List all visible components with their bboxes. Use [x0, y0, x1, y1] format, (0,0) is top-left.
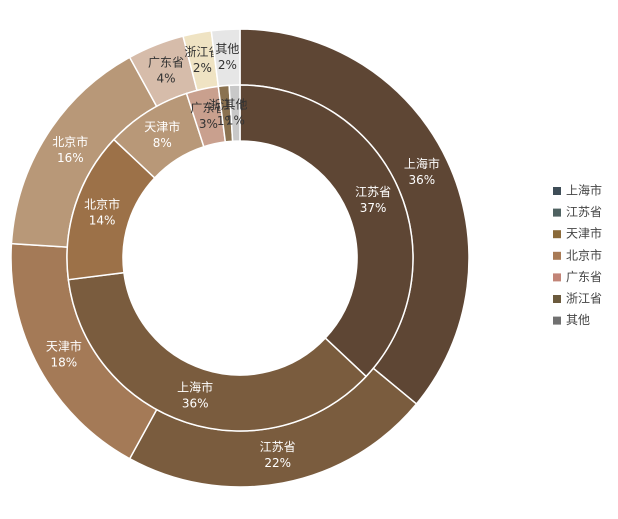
legend-label: 天津市: [566, 226, 602, 241]
slice-label: 8%: [153, 136, 172, 150]
slice-category: 其他: [215, 42, 239, 56]
slice-label: 2%: [218, 58, 237, 72]
slice-category: 北京市: [84, 197, 120, 212]
legend-swatch: [553, 230, 561, 239]
legend-label: 其他: [566, 313, 590, 327]
slice-category: 广东省: [190, 101, 226, 115]
slice-label: 22%: [264, 456, 291, 470]
legend-swatch: [553, 295, 561, 303]
slice: [67, 271, 368, 432]
legend-swatch: [553, 251, 561, 260]
slice-label: 36%: [182, 396, 209, 410]
slice-label: 37%: [360, 201, 387, 215]
slice-category: 天津市: [46, 338, 82, 353]
slice-label: 16%: [57, 151, 84, 165]
legend-label: 上海市: [566, 183, 602, 198]
slice-category: 广东省: [148, 56, 184, 70]
legend-swatch: [553, 316, 561, 325]
legend-label: 浙江省: [566, 292, 602, 306]
slice-category: 天津市: [144, 119, 180, 134]
slice-category: 上海市: [404, 156, 440, 171]
legend-swatch: [553, 208, 561, 217]
slice-label: 14%: [89, 214, 116, 228]
legend-label: 广东省: [566, 270, 602, 284]
slice: [228, 84, 241, 143]
slice: [239, 84, 414, 378]
slice-label: 4%: [156, 72, 175, 86]
legend-label: 江苏省: [566, 205, 602, 219]
slice-label: 3%: [199, 117, 218, 131]
slice-category: 北京市: [52, 134, 88, 149]
legend-swatch: [553, 187, 561, 195]
slice-category: 其他: [223, 98, 247, 112]
slice-category: 浙江省: [184, 45, 220, 59]
slice-category: 江苏省: [355, 185, 391, 199]
slice-category: 江苏省: [260, 440, 296, 454]
slice-label: 18%: [51, 355, 78, 369]
legend-swatch: [553, 273, 561, 282]
slice-category: 上海市: [177, 379, 213, 394]
legend-label: 北京市: [566, 247, 602, 262]
slice-label: 2%: [193, 61, 212, 75]
slice-label: 1%: [226, 114, 245, 128]
slice-label: 36%: [409, 173, 436, 187]
